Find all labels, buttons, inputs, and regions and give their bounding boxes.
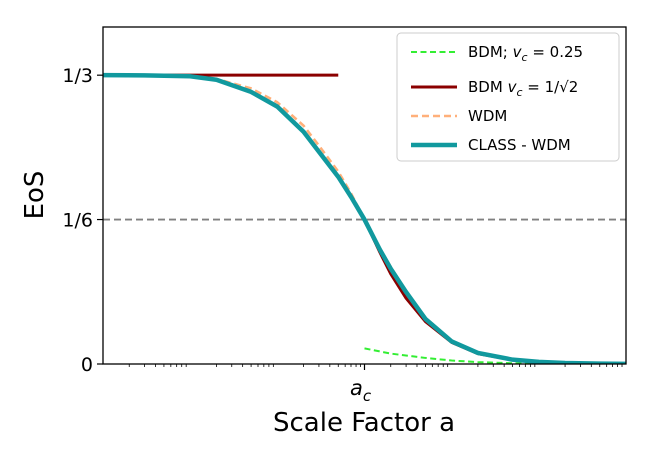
legend-label-3: WDM <box>468 107 507 125</box>
y-tick-label-1: 0 <box>81 354 93 376</box>
legend-box <box>396 32 620 162</box>
y-tick-label-2: 1/6 <box>62 210 93 232</box>
series-4-segment-1 <box>103 72 626 364</box>
x-axis-label: Scale Factor a <box>273 408 455 438</box>
y-tick-labels: 0 1/6 1/3 <box>62 65 93 376</box>
axis-ticks <box>97 74 623 370</box>
x-tick-label-1: ac <box>350 376 372 405</box>
y-axis-label: EoS <box>20 171 50 220</box>
y-tick-label-3: 1/3 <box>62 65 93 87</box>
legend: BDM; vc = 0.25 BDM vc = 1/√2 WDM CLASS - WD… <box>396 32 620 162</box>
legend-label-2: BDM vc = 1/√2 <box>468 78 578 99</box>
legend-label-4: CLASS - WDM <box>468 136 571 154</box>
legend-label-1: BDM; vc = 0.25 <box>468 43 583 64</box>
x-tick-labels: ac <box>350 376 372 405</box>
